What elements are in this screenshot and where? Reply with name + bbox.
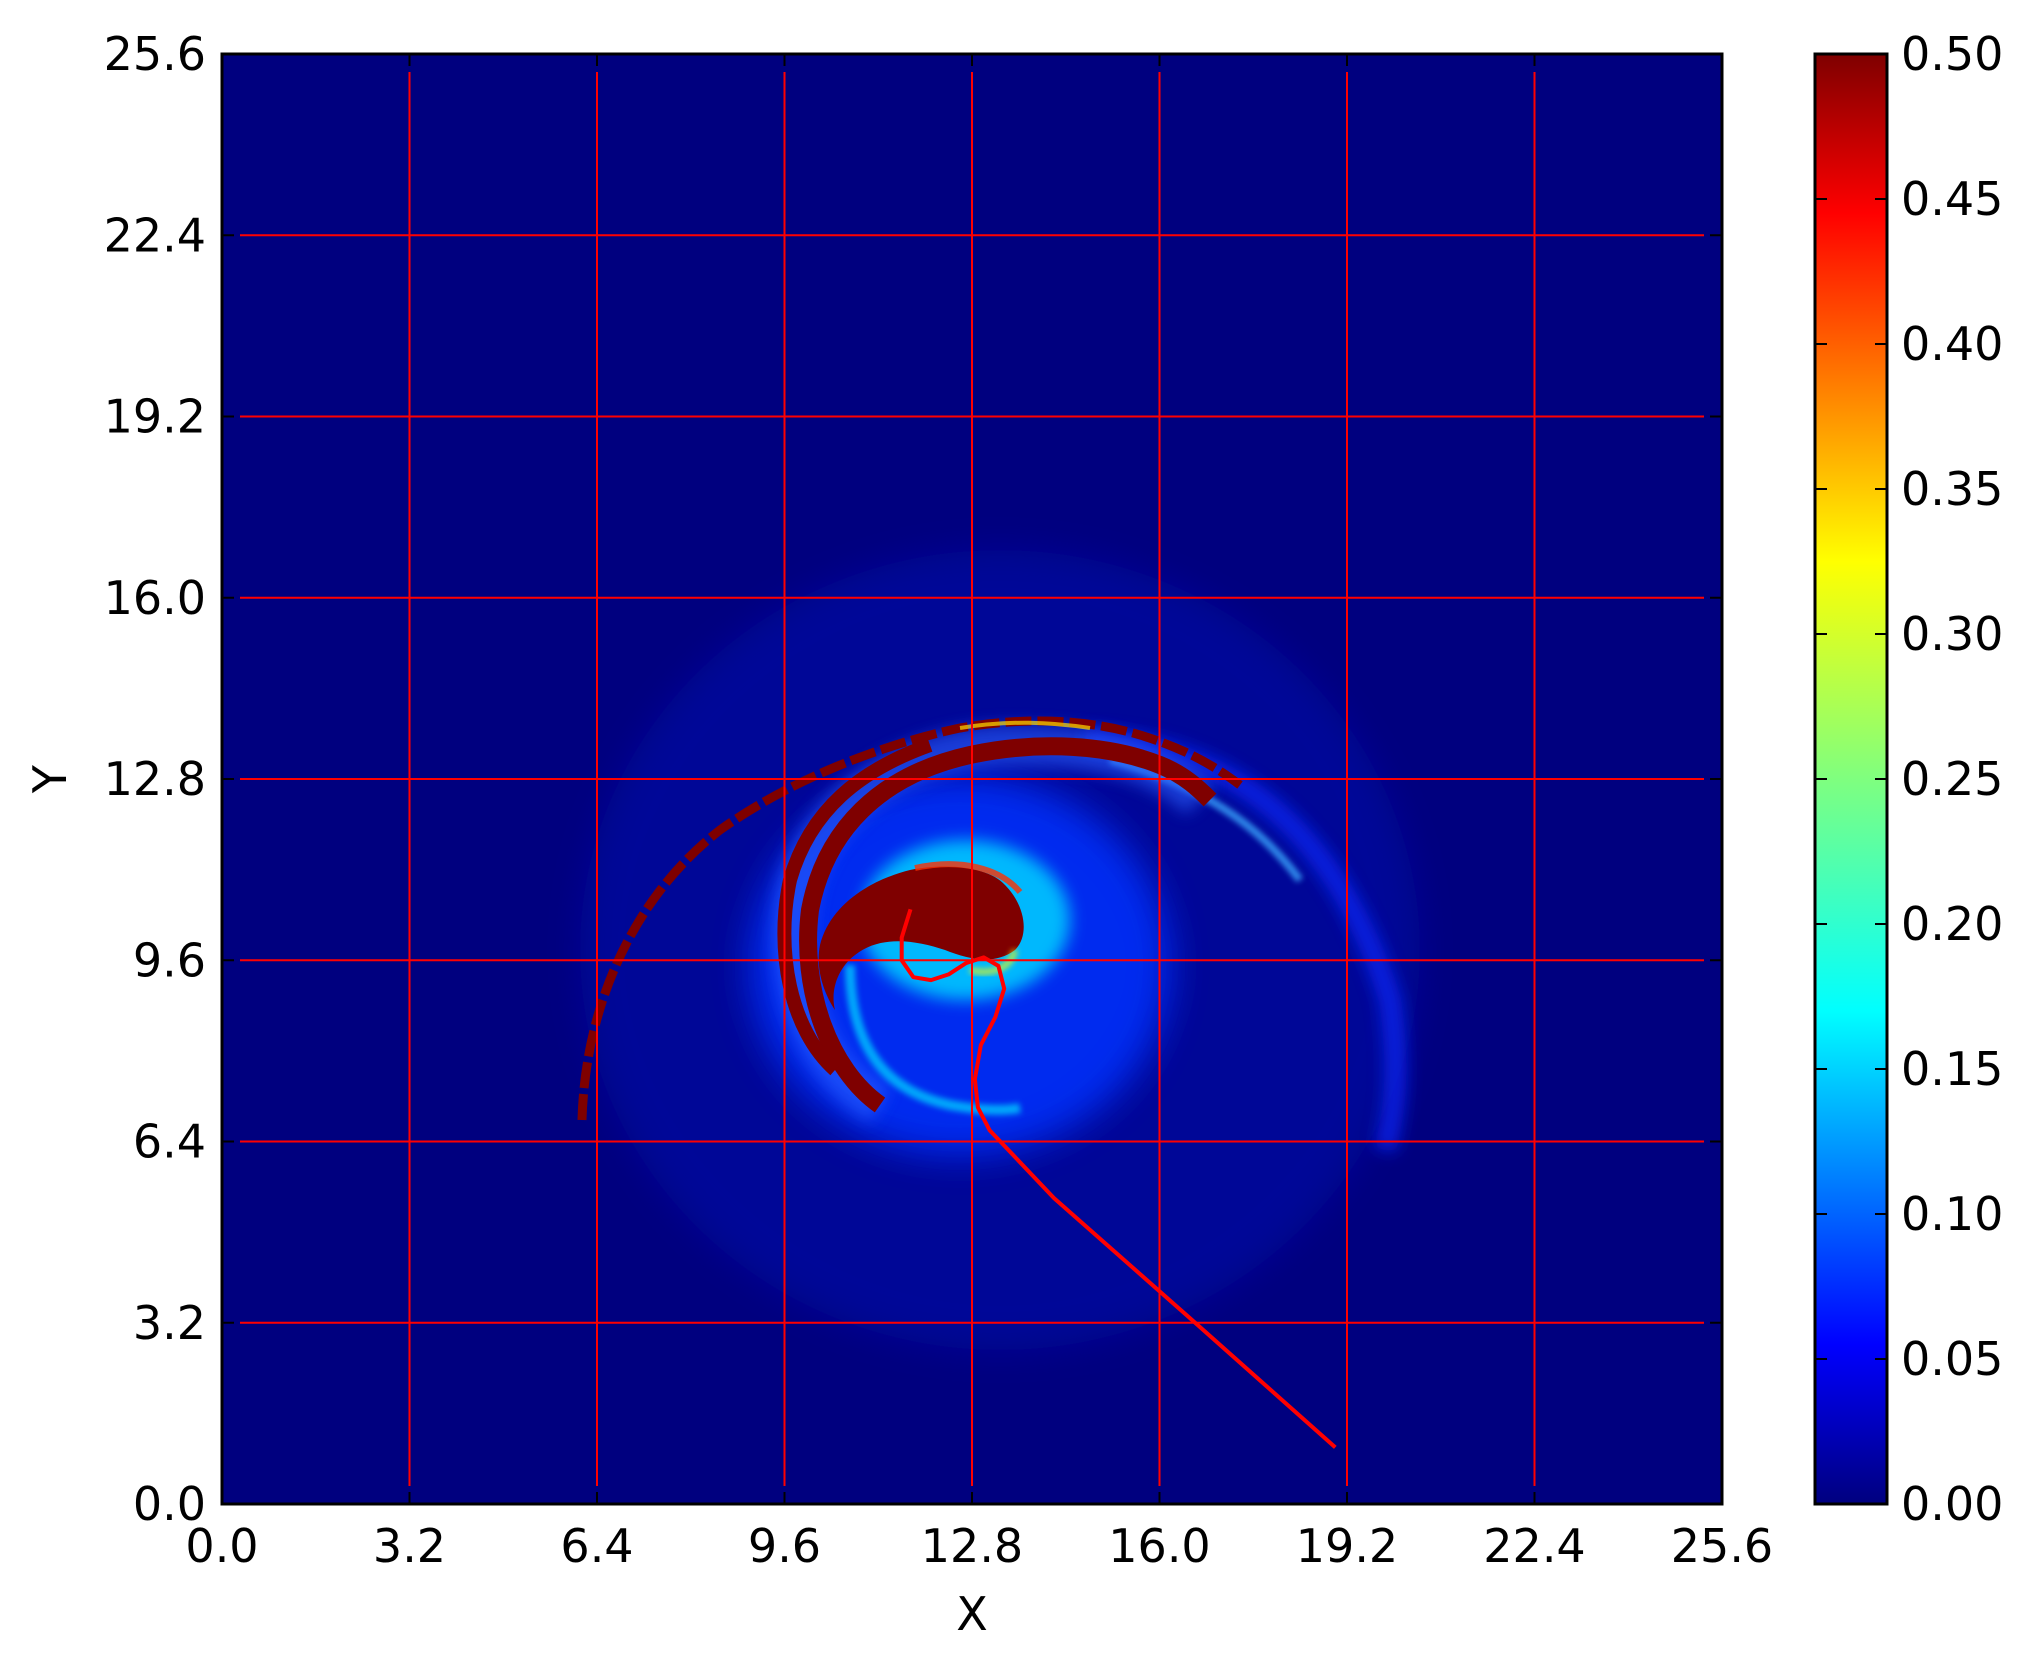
trajectory-line xyxy=(899,908,1337,1449)
colorbar-tick-label: 0.10 xyxy=(1901,1187,2003,1241)
colorbar-tick-label: 0.00 xyxy=(1901,1477,2003,1531)
colorbar-tick-label: 0.05 xyxy=(1901,1332,2003,1386)
x-axis-ticks: 0.0 3.2 6.4 9.6 12.8 16.0 19.2 22.4 25.6 xyxy=(185,54,1773,1573)
colorbar-tick-label: 0.50 xyxy=(1901,27,2003,81)
colorbar-tick-label: 0.20 xyxy=(1901,897,2003,951)
y-tick-label: 16.0 xyxy=(104,571,206,625)
x-tick-label: 9.6 xyxy=(748,1519,821,1573)
x-tick-label: 22.4 xyxy=(1483,1519,1585,1573)
y-tick-label: 12.8 xyxy=(104,752,206,806)
colorbar: 0.00 0.05 0.10 0.15 0.20 0.25 0.30 0.35 0.40 0.45… xyxy=(1813,27,2003,1531)
x-tick-label: 6.4 xyxy=(560,1519,633,1573)
grid-lines xyxy=(240,72,1704,1486)
colorbar-tick-label: 0.25 xyxy=(1901,752,2003,806)
y-tick-label: 9.6 xyxy=(133,933,206,987)
y-tick-label: 3.2 xyxy=(133,1296,206,1350)
y-tick-label: 25.6 xyxy=(104,27,206,81)
y-tick-label: 19.2 xyxy=(104,390,206,444)
colorbar-tick-label: 0.35 xyxy=(1901,462,2003,516)
heatmap-field xyxy=(577,550,1420,1350)
plot-area: 0.0 3.2 6.4 9.6 12.8 16.0 19.2 22.4 25.6 0.0 3.2 6… xyxy=(104,27,1774,1573)
x-tick-label: 3.2 xyxy=(373,1519,446,1573)
trajectory-layer xyxy=(899,908,1337,1449)
colorbar-tick-label: 0.40 xyxy=(1901,317,2003,371)
x-tick-label: 16.0 xyxy=(1108,1519,1210,1573)
x-axis-label: X xyxy=(956,1587,988,1641)
colorbar-ticks: 0.00 0.05 0.10 0.15 0.20 0.25 0.30 0.35 0.40 0.45… xyxy=(1815,27,2003,1531)
colorbar-tick-label: 0.45 xyxy=(1901,172,2003,226)
y-axis-label: Y xyxy=(23,764,77,794)
x-tick-label: 12.8 xyxy=(921,1519,1023,1573)
y-tick-label: 0.0 xyxy=(133,1477,206,1531)
y-tick-label: 6.4 xyxy=(133,1115,206,1169)
outer-spiral-arm xyxy=(577,716,1243,1121)
x-tick-label: 25.6 xyxy=(1671,1519,1773,1573)
colorbar-tick-label: 0.15 xyxy=(1901,1042,2003,1096)
y-axis-ticks: 0.0 3.2 6.4 9.6 12.8 16.0 19.2 22.4 25.6 xyxy=(104,27,1722,1531)
x-tick-label: 19.2 xyxy=(1296,1519,1398,1573)
faint-outer-arc xyxy=(1084,729,1407,1153)
x-tick-label: 0.0 xyxy=(185,1519,258,1573)
y-tick-label: 22.4 xyxy=(104,208,206,262)
colorbar-tick-label: 0.30 xyxy=(1901,607,2003,661)
